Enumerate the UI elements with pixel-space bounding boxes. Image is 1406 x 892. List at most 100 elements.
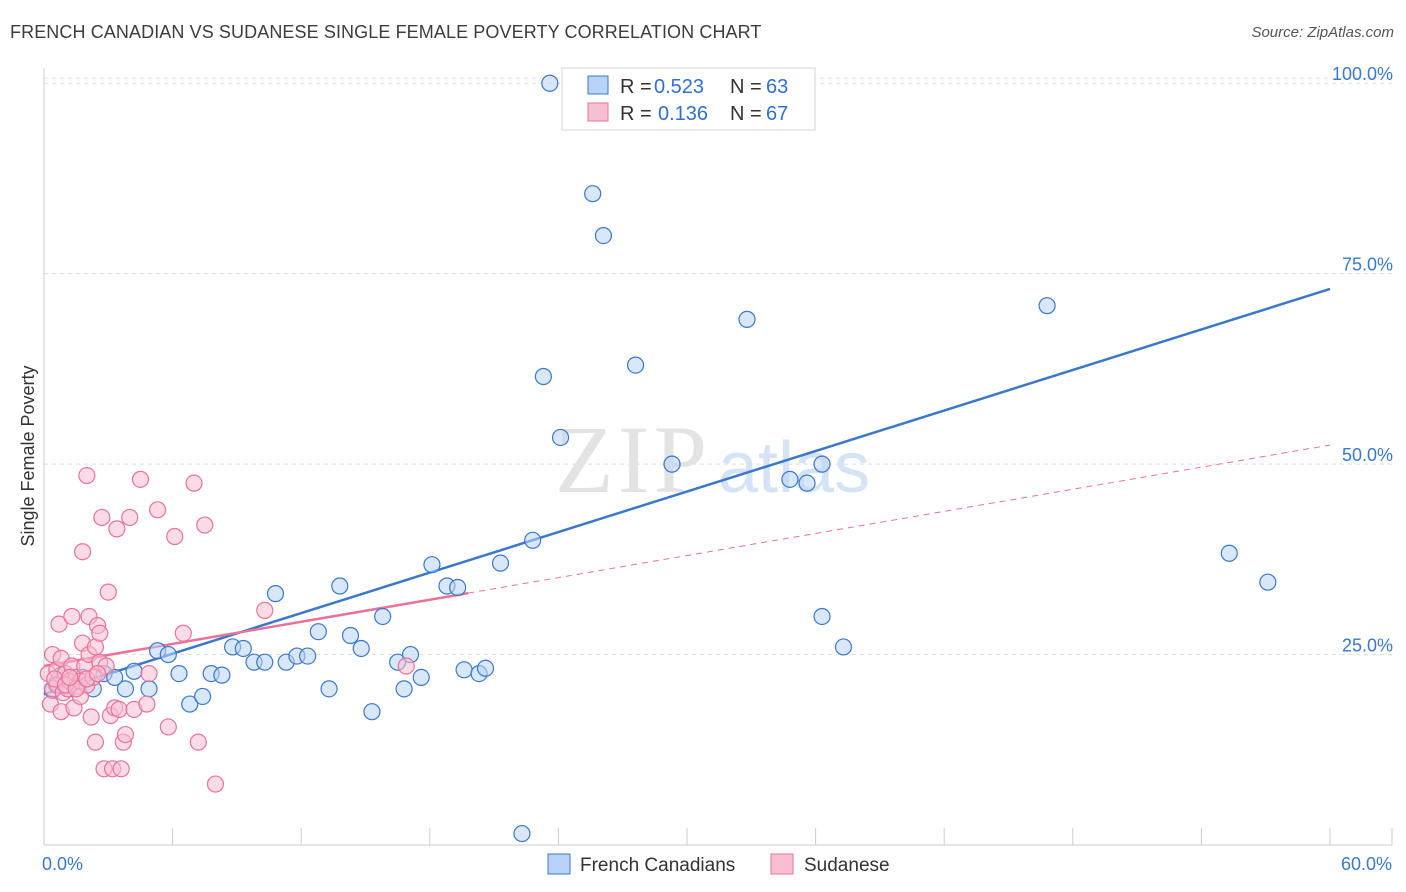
french-canadian-point xyxy=(363,703,381,721)
sudanese-point xyxy=(131,470,150,488)
french-canadian-point xyxy=(1038,297,1056,315)
french-canadian-point xyxy=(626,356,645,374)
french-canadian-point xyxy=(449,578,467,597)
french-canadian-point xyxy=(584,185,602,203)
bottom-legend: French Canadians Sudanese xyxy=(547,853,890,876)
sudanese-trend-line-dashed xyxy=(468,444,1331,594)
french-canadian-point xyxy=(524,531,542,549)
french-canadian-point xyxy=(1220,544,1238,562)
french-canadian-point xyxy=(194,687,212,706)
french-canadian-point xyxy=(140,680,158,698)
legend-box: R = 0.523 N = 63 R = 0.136 N = 67 xyxy=(561,67,816,131)
french-canadian-point xyxy=(551,428,570,447)
data-points xyxy=(39,74,1277,843)
sudanese-point xyxy=(61,668,79,687)
legend-n-value: 67 xyxy=(766,103,788,125)
sudanese-point xyxy=(196,516,214,534)
french-canadian-point xyxy=(256,653,274,671)
french-canadian-point xyxy=(738,310,756,328)
sudanese-point xyxy=(185,474,203,492)
french-canadian-point xyxy=(455,661,473,679)
sudanese-point xyxy=(256,601,274,619)
legend-r-value: 0.523 xyxy=(654,76,704,98)
chart-title: FRENCH CANADIAN VS SUDANESE SINGLE FEMAL… xyxy=(10,22,762,42)
french-canadian-point xyxy=(299,647,317,665)
french-canadian-point xyxy=(234,639,252,658)
watermark-zip: ZIP xyxy=(555,406,711,513)
french-canadian-point xyxy=(170,665,188,683)
french-canadian-point xyxy=(423,556,441,574)
french-canadian-point xyxy=(320,680,338,698)
sudanese-point xyxy=(138,695,156,713)
x-tick-label-max: 60.0% xyxy=(1341,854,1392,874)
french-canadian-point xyxy=(266,585,285,603)
bottom-legend-label-sudanese: Sudanese xyxy=(804,855,890,876)
sudanese-point xyxy=(88,665,107,683)
legend-swatch-blue xyxy=(587,75,609,95)
french-canadian-point xyxy=(106,668,124,687)
sudanese-point xyxy=(116,725,135,744)
y-tick-labels: 25.0% 50.0% 75.0% 100.0% xyxy=(1332,64,1393,655)
sudanese-point xyxy=(148,501,167,519)
y-tick-label: 25.0% xyxy=(1342,636,1393,656)
sudanese-point xyxy=(82,708,100,726)
sudanese-point xyxy=(121,508,139,527)
sudanese-point xyxy=(189,733,207,751)
sudanese-point xyxy=(166,527,184,546)
french-canadian-point xyxy=(181,695,199,713)
sudanese-point xyxy=(112,760,130,778)
french-canadian-point xyxy=(534,367,552,386)
french-canadian-point xyxy=(813,455,831,473)
french-canadian-point xyxy=(594,226,613,245)
sudanese-point xyxy=(86,733,105,751)
sudanese-point xyxy=(159,718,177,736)
sudanese-point xyxy=(93,508,111,527)
y-axis-label: Single Female Poverty xyxy=(18,365,38,546)
french-canadian-point xyxy=(331,577,349,595)
sudanese-point xyxy=(63,607,81,626)
legend-n-label: N = xyxy=(730,76,762,98)
bottom-legend-label-french-canadians: French Canadians xyxy=(580,855,735,876)
french-canadian-point xyxy=(663,455,681,473)
sudanese-point xyxy=(99,583,117,601)
gridlines xyxy=(44,77,1392,656)
sudanese-point xyxy=(73,543,92,561)
y-tick-label: 50.0% xyxy=(1342,445,1393,465)
french-canadian-point xyxy=(395,680,413,698)
french-canadian-point xyxy=(1259,573,1277,591)
french-canadian-point xyxy=(309,623,327,641)
french-canadian-point xyxy=(213,666,231,684)
french-canadian-point xyxy=(798,474,816,492)
bottom-legend-swatch-pink xyxy=(770,853,794,875)
french-canadian-point xyxy=(513,824,531,843)
french-canadian-point xyxy=(341,626,360,645)
french-canadian-point xyxy=(159,645,177,664)
trend-lines xyxy=(43,287,1331,696)
legend-n-value: 63 xyxy=(766,76,788,98)
sudanese-point xyxy=(108,520,126,538)
sudanese-trend-line xyxy=(43,591,469,668)
sudanese-point xyxy=(78,466,96,485)
french-canadian-point xyxy=(781,470,799,488)
french-canadian-point xyxy=(476,659,495,677)
source-label: Source: ZipAtlas.com xyxy=(1251,24,1394,41)
sudanese-point xyxy=(110,700,128,719)
french-canadian-point xyxy=(125,662,143,680)
legend-r-label: R = xyxy=(620,103,652,125)
sudanese-point xyxy=(50,615,68,633)
bottom-legend-swatch-blue xyxy=(547,853,571,875)
french-canadian-point xyxy=(541,74,559,92)
legend-n-label: N = xyxy=(730,103,762,125)
french-canadian-point xyxy=(834,638,853,656)
sudanese-point xyxy=(397,657,415,675)
sudanese-point xyxy=(91,624,109,642)
french-canadian-trend-line xyxy=(43,287,1331,696)
sudanese-point xyxy=(174,624,192,642)
french-canadian-point xyxy=(412,668,430,687)
legend-r-label: R = xyxy=(620,76,652,98)
legend-r-value: 0.136 xyxy=(658,103,708,125)
french-canadian-point xyxy=(352,639,370,658)
french-canadian-point xyxy=(374,607,392,626)
sudanese-point xyxy=(140,665,158,683)
